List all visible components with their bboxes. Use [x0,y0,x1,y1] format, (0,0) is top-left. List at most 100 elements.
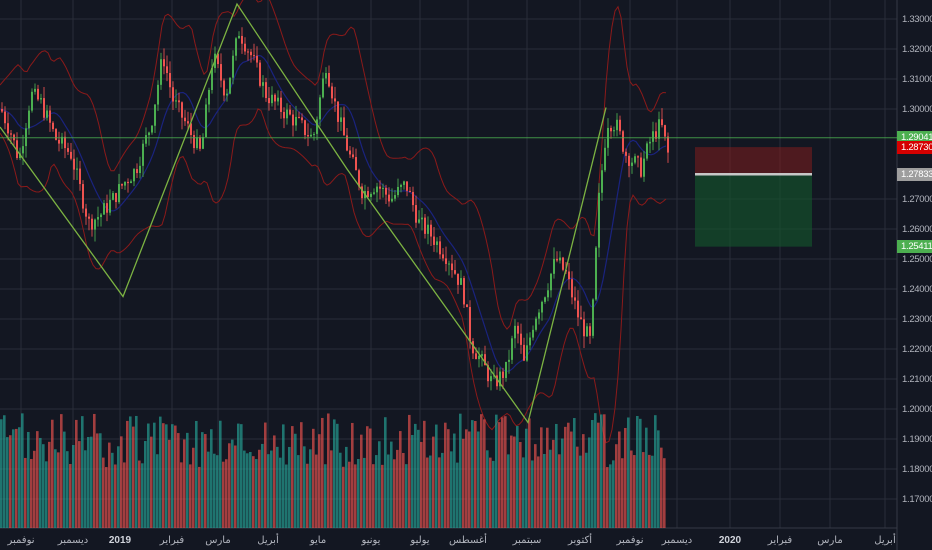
volume-bar [30,459,33,528]
volume-bar [15,428,18,528]
candle-body [262,82,264,86]
volume-bar [147,423,150,528]
volume-bar [312,428,315,528]
price-tick-label: 1.22000 [902,343,932,355]
candle-body [247,51,249,53]
candle-body [616,119,618,131]
candle-body [649,141,651,144]
candle-body [178,100,180,103]
candle-body [400,184,402,187]
volume-bar [291,426,294,528]
volume-bar [531,460,534,528]
volume-bar [177,433,180,528]
candle-body [259,62,261,86]
candle-body [580,317,582,320]
candle-body [223,80,225,96]
candle-body [361,186,363,199]
candle-body [475,353,477,360]
volume-bar [552,439,555,528]
volume-bar [456,462,459,528]
candle-body [589,326,591,336]
candle-body [610,127,612,132]
candle-body [487,365,489,382]
candle-body [517,325,519,334]
candle-body [370,193,372,197]
candle-body [169,73,171,88]
entry-level-tag[interactable]: 1.27833 [897,167,932,181]
volume-bar [483,419,486,528]
volume-bar [249,451,252,528]
volume-bar [264,422,267,528]
volume-bar [69,464,72,528]
volume-bar [438,457,441,528]
volume-bar [534,444,537,528]
volume-bar [12,429,15,528]
candle-body [373,192,375,194]
candle-body [190,123,192,136]
volume-bar [339,452,342,528]
volume-bar [9,435,12,528]
volume-bar [102,457,105,528]
volume-bar [597,422,600,528]
volume-bar [573,418,576,528]
candle-body [100,214,102,218]
candle-body [220,64,222,81]
candle-body [496,375,498,387]
candle-body [469,307,471,342]
volume-bar [270,450,273,528]
candle-body [415,205,417,223]
volume-bar [519,442,522,528]
volume-bar [486,450,489,528]
volume-bar [579,455,582,528]
volume-bar [381,464,384,528]
volume-bar [549,449,552,528]
volume-bar [522,457,525,528]
time-tick-label: نوفمبر [616,535,644,546]
candle-body [349,150,351,155]
volume-bar [108,442,111,528]
candle-body [103,203,105,215]
volume-bar [18,427,21,528]
price-tick-label: 1.33000 [902,13,932,25]
time-tick-label: 2020 [718,535,742,546]
candle-body [154,104,156,126]
volume-bar [612,460,615,528]
bollinger-lower-band [0,108,667,444]
candle-body [130,181,132,184]
candle-body [238,35,240,39]
candle-body [667,136,669,153]
candle-body [595,247,597,300]
candle-body [142,143,144,166]
volume-bar [318,434,321,528]
candle-body [382,187,384,189]
volume-bar [192,447,195,528]
candle-body [433,236,435,245]
volume-bar [111,452,114,528]
volume-bar [474,421,477,528]
candle-body [148,132,150,136]
price-tick-label: 1.24000 [902,283,932,295]
volume-bar [528,418,531,528]
volume-bar [543,453,546,528]
time-tick-label: 2019 [108,535,132,546]
take-profit-level-tag[interactable]: 1.25411 [897,240,932,254]
volume-bar [306,463,309,528]
volume-bar [354,464,357,528]
volume-bar [132,426,135,528]
candle-body [307,135,309,137]
volume-bar [153,422,156,528]
candle-body [16,140,18,159]
volume-bar [390,441,393,528]
price-tick-label: 1.27000 [902,193,932,205]
volume-bar [261,443,264,528]
volume-bar [303,446,306,528]
volume-bar [510,435,513,528]
volume-bar [27,431,30,528]
candle-body [388,194,390,202]
stop-loss-level-tag[interactable]: 1.28730 [897,140,932,154]
candle-body [94,219,96,230]
candle-body [250,51,252,56]
volume-bar [252,456,255,528]
